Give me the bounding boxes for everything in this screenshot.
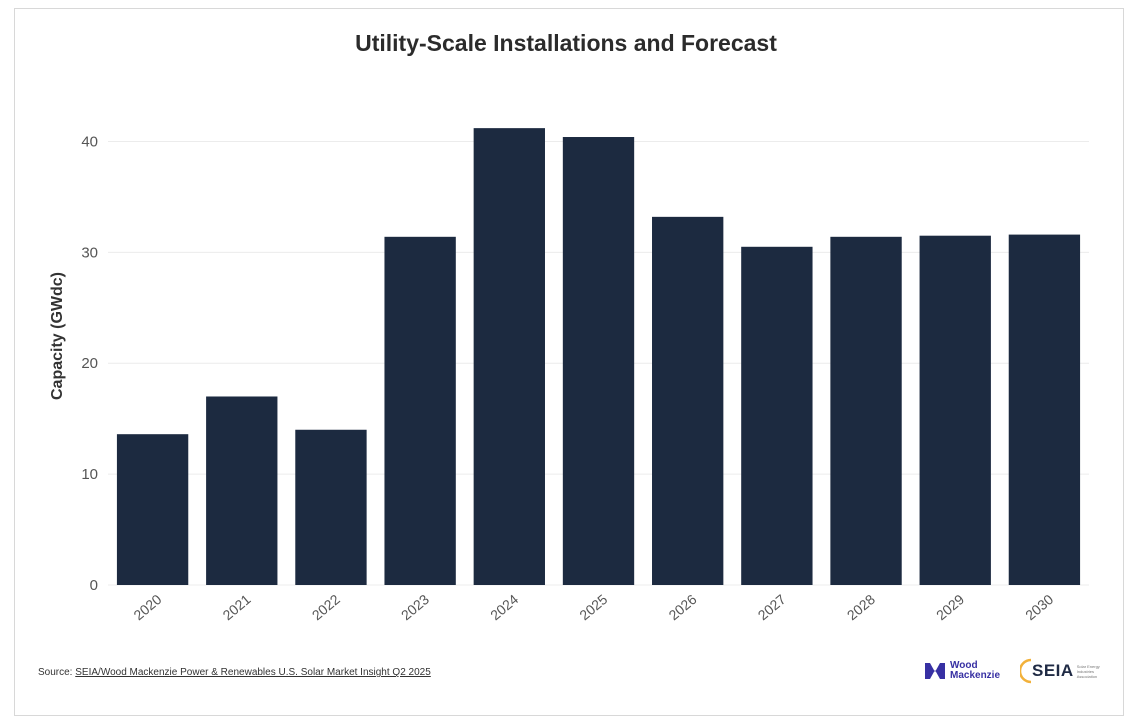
source-prefix: Source: bbox=[38, 667, 76, 678]
x-tick-label-2021: 2021 bbox=[220, 591, 254, 623]
x-tick-label-2025: 2025 bbox=[576, 591, 610, 623]
chart-title: Utility-Scale Installations and Forecast bbox=[355, 30, 777, 56]
wood-mackenzie-mark-icon bbox=[925, 663, 945, 679]
bar-2028 bbox=[830, 236, 902, 585]
y-tick-label: 40 bbox=[81, 133, 98, 150]
seia-tagline: Solar Energy Industries Association bbox=[1076, 663, 1100, 679]
y-tick-label: 10 bbox=[81, 466, 98, 483]
y-axis-label: Capacity (GWdc) bbox=[49, 272, 66, 400]
seia-wordmark: SEIA bbox=[1032, 661, 1074, 680]
y-tick-label: 30 bbox=[81, 244, 98, 261]
x-tick-label-2029: 2029 bbox=[933, 591, 967, 623]
x-tick-label-2022: 2022 bbox=[309, 591, 343, 623]
x-tick-label-2023: 2023 bbox=[398, 591, 432, 623]
x-tick-label-2026: 2026 bbox=[665, 591, 699, 623]
seia-logo: SEIA Solar Energy Industries Association bbox=[1020, 658, 1107, 684]
y-tick-label: 20 bbox=[81, 355, 98, 372]
bar-2030 bbox=[1008, 234, 1081, 585]
source-link[interactable]: SEIA/Wood Mackenzie Power & Renewables U… bbox=[75, 667, 431, 678]
x-tick-label-2028: 2028 bbox=[844, 591, 878, 623]
source-note: Source: SEIA/Wood Mackenzie Power & Rene… bbox=[38, 667, 431, 678]
bar-2021 bbox=[206, 396, 278, 585]
x-axis-ticks: 2020 2021 2022 2023 2024 2025 2026 2027 2028 2029… bbox=[130, 591, 1056, 623]
bars bbox=[116, 128, 1081, 586]
bar-2024 bbox=[473, 128, 545, 586]
bar-2025 bbox=[562, 137, 635, 585]
logos: Wood Mackenzie SEIA Solar Energy Industr… bbox=[924, 658, 1104, 688]
y-axis-ticks: 0 10 20 30 40 bbox=[81, 133, 98, 594]
x-tick-label-2027: 2027 bbox=[755, 591, 789, 623]
bar-2023 bbox=[384, 236, 456, 585]
bar-2029 bbox=[919, 235, 991, 585]
x-tick-label-2020: 2020 bbox=[130, 591, 164, 623]
bar-2027 bbox=[741, 246, 813, 586]
y-tick-label: 0 bbox=[90, 577, 98, 594]
bar-2020 bbox=[116, 434, 189, 585]
seia-sun-arc-icon bbox=[1020, 658, 1032, 684]
bar-2022 bbox=[295, 429, 367, 585]
wood-mackenzie-wordmark: Wood Mackenzie bbox=[950, 660, 1001, 681]
x-tick-label-2024: 2024 bbox=[487, 591, 521, 623]
bar-2026 bbox=[652, 216, 724, 586]
x-tick-label-2030: 2030 bbox=[1022, 591, 1056, 623]
wood-mackenzie-logo: Wood Mackenzie bbox=[924, 660, 1000, 682]
